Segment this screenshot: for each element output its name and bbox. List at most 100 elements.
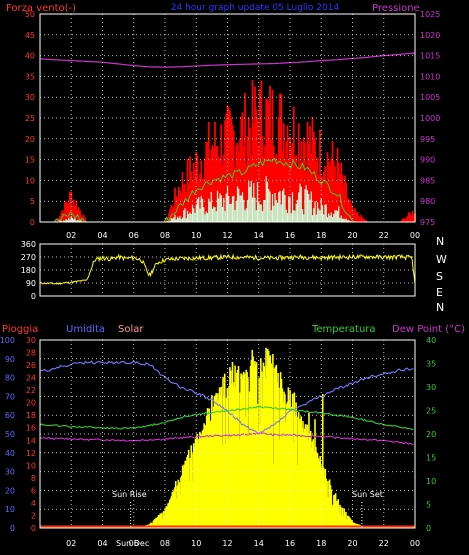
humidity-tick-label: 20 <box>5 486 15 495</box>
direction-tick-label: 360 <box>21 240 36 249</box>
wind-tick-label: 15 <box>25 156 35 165</box>
rain-tick-label: 24 <box>26 374 36 383</box>
x-tick-label: 16 <box>285 539 295 548</box>
rain-tick-label: 18 <box>26 411 36 420</box>
rain-tick-label: 20 <box>26 399 36 408</box>
x-tick-label: 08 <box>160 539 170 548</box>
rain-tick-label: 8 <box>31 474 36 483</box>
sunrise-label: Sun Rise <box>112 490 147 499</box>
direction-tick-label: 180 <box>21 266 36 275</box>
panel-border <box>39 243 416 297</box>
pressure-tick-label: 990 <box>420 156 435 165</box>
humidity-tick-label: 40 <box>5 449 15 458</box>
rain-tick-label: 0 <box>31 524 36 533</box>
x-tick-label: 12 <box>222 539 232 548</box>
wind-tick-label: 50 <box>25 10 35 19</box>
wind-tick-label: 25 <box>25 114 35 123</box>
rain-tick-label: 6 <box>31 486 36 495</box>
compass-label: N <box>436 301 444 314</box>
humidity-tick-label: 70 <box>5 392 15 401</box>
pressure-tick-label: 1020 <box>420 31 440 40</box>
temperature-tick-label: 35 <box>426 360 436 369</box>
humidity-tick-label: 50 <box>5 430 15 439</box>
wind-tick-label: 35 <box>25 72 35 81</box>
panel-border <box>39 339 416 529</box>
pressure-tick-label: 980 <box>420 197 435 206</box>
compass-label: N <box>436 235 444 248</box>
wind-tick-label: 10 <box>25 176 35 185</box>
rain-tick-label: 2 <box>31 511 36 520</box>
x-tick-label: 02 <box>66 539 76 548</box>
x-tick-label: 22 <box>379 539 389 548</box>
rain-tick-label: 28 <box>26 349 36 358</box>
humidity-tick-label: 0 <box>10 524 15 533</box>
solar-axis-title: Solar <box>118 324 144 335</box>
wind-tick-label: 45 <box>25 31 35 40</box>
dewpoint-axis-title: Dew Point (°C) <box>392 324 465 335</box>
pressure-tick-label: 995 <box>420 135 435 144</box>
x-tick-label: 00 <box>410 539 420 548</box>
temperature-tick-label: 20 <box>426 430 436 439</box>
temperature-axis-title: Temperatura <box>311 324 376 335</box>
humidity-tick-label: 90 <box>5 355 15 364</box>
x-tick-label: 06 <box>129 231 139 240</box>
wind-tick-label: 5 <box>30 197 35 206</box>
panel-border <box>39 13 416 223</box>
x-tick-label: 22 <box>379 231 389 240</box>
rain-tick-label: 26 <box>26 361 36 370</box>
x-tick-label: 18 <box>316 231 326 240</box>
pressure-tick-label: 1015 <box>420 52 440 61</box>
x-tick-label: 00 <box>410 231 420 240</box>
x-tick-label: 12 <box>222 231 232 240</box>
direction-tick-label: 90 <box>26 279 36 288</box>
wind-pressure-panel: 0510152025303540455097598098599099510001… <box>25 10 441 240</box>
wind-tick-label: 30 <box>25 93 35 102</box>
temperature-tick-label: 5 <box>426 501 431 510</box>
x-tick-label: 18 <box>316 539 326 548</box>
x-tick-label: 14 <box>254 231 264 240</box>
humidity-axis-title: Umidita <box>66 324 105 335</box>
temperature-tick-label: 25 <box>426 407 436 416</box>
humidity-tick-label: 100 <box>0 336 15 345</box>
temperature-tick-label: 30 <box>426 383 436 392</box>
temperature-tick-label: 10 <box>426 477 436 486</box>
humidity-tick-label: 30 <box>5 468 15 477</box>
pressure-tick-label: 985 <box>420 176 435 185</box>
rain-tick-label: 14 <box>26 436 36 445</box>
x-tick-label: 14 <box>254 539 264 548</box>
humidity-tick-label: 80 <box>5 374 15 383</box>
rain-tick-label: 10 <box>26 461 36 470</box>
compass-label: W <box>436 253 447 266</box>
temperature-tick-label: 0 <box>426 524 431 533</box>
x-tick-label: 20 <box>347 231 357 240</box>
rain-tick-label: 16 <box>26 424 36 433</box>
weather-panel: 0102030405060708090100024681012141618202… <box>0 336 436 548</box>
rain-tick-label: 22 <box>26 386 36 395</box>
compass-label: S <box>436 270 443 283</box>
x-tick-label: 02 <box>66 231 76 240</box>
x-tick-label: 04 <box>97 231 107 240</box>
rain-tick-label: 4 <box>31 499 36 508</box>
pressure-tick-label: 1005 <box>420 93 440 102</box>
direction-tick-label: 0 <box>31 292 36 301</box>
wind-tick-label: 20 <box>25 135 35 144</box>
x-tick-label: 20 <box>347 539 357 548</box>
pressure-tick-label: 975 <box>420 218 435 227</box>
wind-axis-title: Forza vento(-) <box>6 3 76 14</box>
direction-tick-label: 270 <box>21 253 36 262</box>
x-tick-label: 06 <box>129 539 139 548</box>
pressure-tick-label: 1000 <box>420 114 440 123</box>
wind-tick-label: 40 <box>25 52 35 61</box>
humidity-tick-label: 60 <box>5 411 15 420</box>
rain-axis-title: Pioggia <box>2 324 38 335</box>
pressure-tick-label: 1025 <box>420 10 440 19</box>
temperature-tick-label: 40 <box>426 336 436 345</box>
wind-tick-label: 0 <box>30 218 35 227</box>
rain-tick-label: 12 <box>26 449 36 458</box>
pressure-tick-label: 1010 <box>420 72 440 81</box>
x-tick-label: 16 <box>285 231 295 240</box>
chart-title: 24 hour graph update 05 Luglio 2014 <box>171 3 340 13</box>
sunset-label: Sun Set <box>352 490 383 499</box>
